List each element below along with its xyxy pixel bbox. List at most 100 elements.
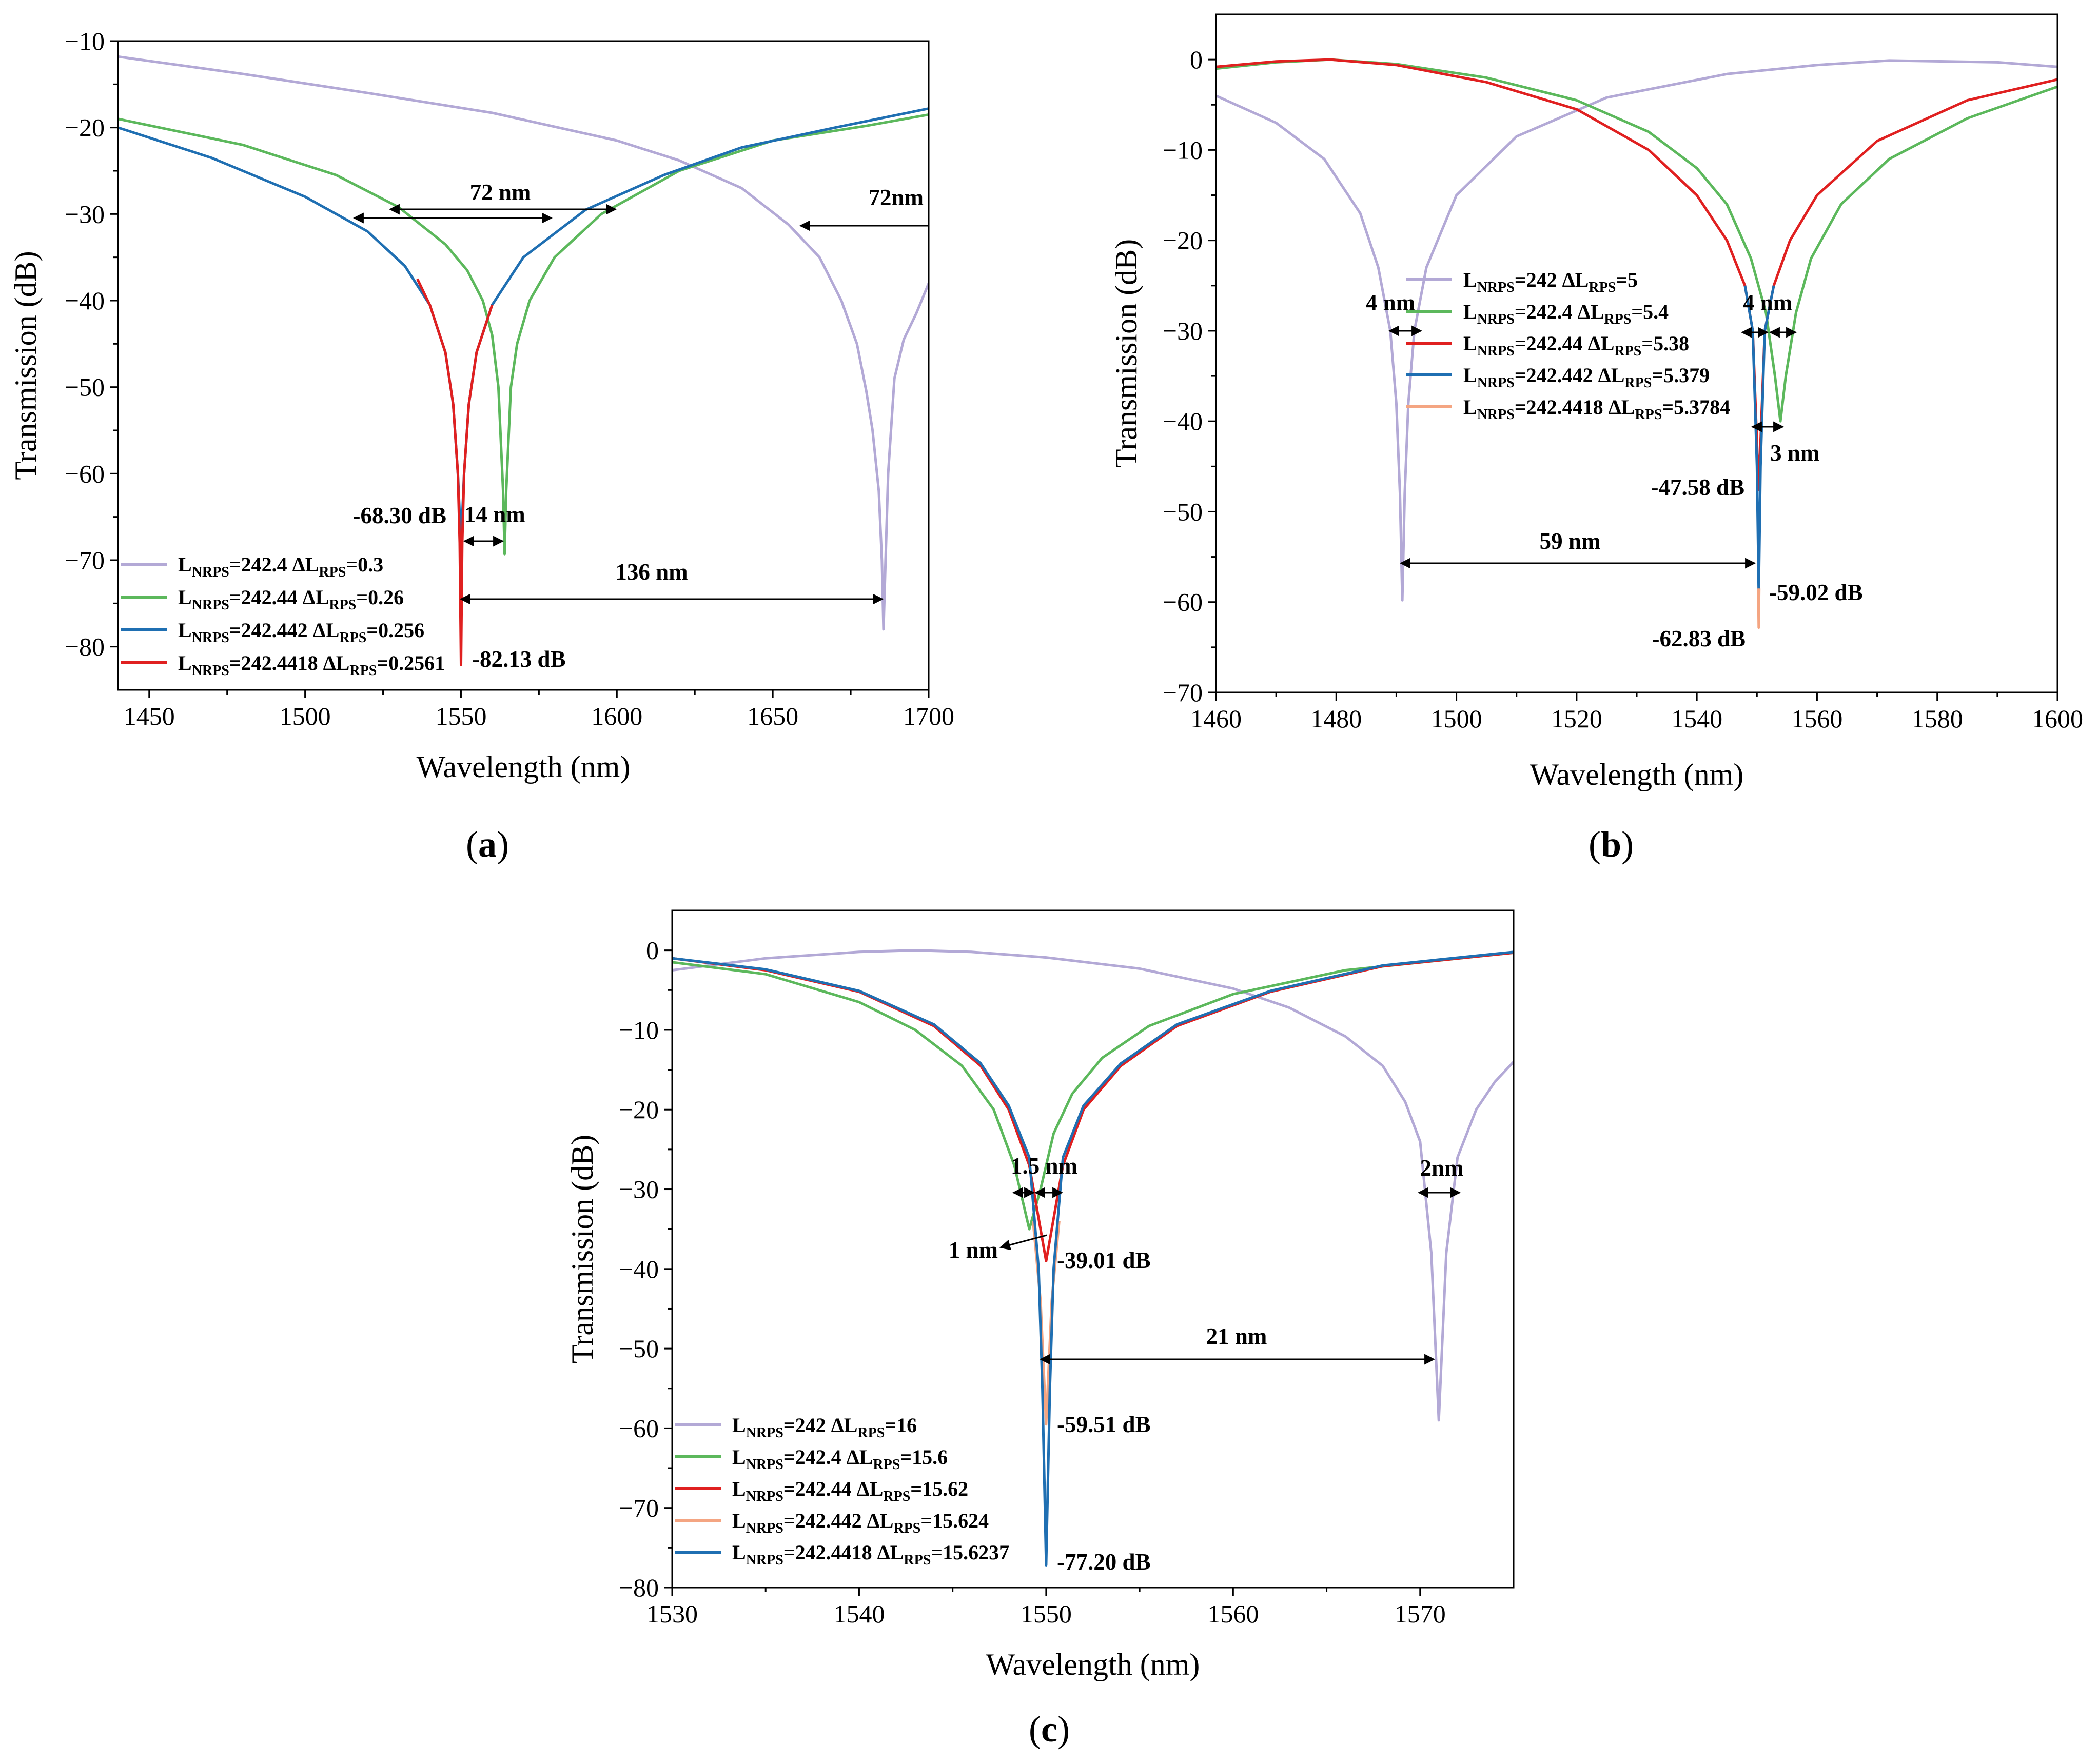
legend-entry: LNRPS=242 ΔLRPS=16 (732, 1414, 917, 1441)
legend-entry: LNRPS=242.4 ΔLRPS=5.4 (1463, 300, 1669, 327)
legend-entry: LNRPS=242.442 ΔLRPS=15.624 (732, 1509, 989, 1536)
plot-frame (117, 40, 930, 691)
x-tick-label: 1500 (280, 702, 331, 730)
annotation-label: -77.20 dB (1057, 1549, 1151, 1575)
x-tick-label: 1530 (646, 1599, 698, 1628)
y-tick-label: −40 (1163, 407, 1203, 435)
annotation-label: 1.5 nm (1011, 1153, 1077, 1179)
y-tick-label: −70 (65, 546, 105, 574)
y-tick-label: −60 (1163, 588, 1203, 617)
panel-label: (b) (1589, 824, 1634, 865)
y-axis-label: Transmission (dB) (1109, 239, 1143, 468)
x-axis-label: Wavelength (nm) (417, 750, 631, 784)
x-tick-label: 1600 (591, 702, 642, 730)
y-tick-label: −80 (619, 1573, 659, 1602)
legend-entry: LNRPS=242.44 ΔLRPS=5.38 (1463, 332, 1689, 359)
y-tick-label: −40 (619, 1255, 659, 1283)
y-tick-label: −80 (65, 632, 105, 661)
legend-entry: LNRPS=242.4418 ΔLRPS=0.2561 (178, 651, 445, 679)
chart-panel-c: 1530 1540 1550 1560 1570 0 −10 −20 −30 −40 −50 −60 −… (565, 909, 1515, 1750)
y-tick-label: −60 (65, 459, 105, 488)
annotation-label: -68.30 dB (352, 503, 446, 528)
x-axis-label: Wavelength (nm) (1530, 758, 1744, 791)
annotation-label: -47.58 dB (1651, 474, 1744, 500)
plot-area (1216, 58, 2057, 629)
y-tick-label: −30 (1163, 316, 1203, 345)
x-tick-label: 1560 (1207, 1599, 1259, 1628)
series-line-5 (1757, 588, 1761, 629)
y-tick-label: −70 (619, 1494, 659, 1522)
y-tick-label: −50 (619, 1334, 659, 1363)
annotation-label: -59.51 dB (1057, 1412, 1151, 1437)
y-axis-label: Transmission (dB) (9, 251, 43, 480)
annotation-label: 2nm (1420, 1155, 1463, 1181)
chart-panel-a: 1450 1500 1550 1600 1650 1700 −10 −20 −30 −40 −50 −… (9, 27, 954, 865)
annotation-label: -59.02 dB (1769, 580, 1863, 605)
annotation-label: 4 nm (1743, 290, 1792, 315)
x-tick-label: 1460 (1190, 704, 1242, 733)
annotation-arrow (999, 1234, 1047, 1251)
y-axis-label: Transmission (dB) (565, 1135, 599, 1363)
annotation-label: -82.13 dB (472, 646, 566, 672)
x-tick-label: 1480 (1310, 704, 1362, 733)
legend: LNRPS=242.4 ΔLRPS=0.3 LNRPS=242.44 ΔLRPS=… (121, 553, 445, 679)
legend-entry: LNRPS=242.4418 ΔLRPS=15.6237 (732, 1541, 1009, 1568)
annotation-label: 72 nm (470, 180, 531, 205)
x-tick-label: 1570 (1395, 1599, 1446, 1628)
y-tick-label: −30 (65, 200, 105, 228)
series-line-5 (672, 950, 1514, 1567)
series-line-1 (1216, 59, 2057, 602)
y-tick-label: −10 (65, 27, 105, 55)
x-tick-label: 1540 (1671, 704, 1722, 733)
annotation-label: 136 nm (615, 559, 688, 585)
legend-entry: LNRPS=242.44 ΔLRPS=15.62 (732, 1477, 968, 1504)
plot-area (672, 949, 1514, 1567)
legend: LNRPS=242 ΔLRPS=5 LNRPS=242.4 ΔLRPS=5.4 LN… (1406, 268, 1730, 423)
legend: LNRPS=242 ΔLRPS=16 LNRPS=242.4 ΔLRPS=15.6… (675, 1414, 1009, 1568)
plot-frame (671, 909, 1515, 1589)
y-tick-label: −50 (65, 373, 105, 402)
x-tick-label: 1560 (1791, 704, 1842, 733)
y-tick-label: 0 (646, 936, 659, 965)
annotation-label: -62.83 dB (1652, 626, 1746, 651)
annotation-label: 72nm (868, 185, 924, 210)
legend-entry: LNRPS=242.44 ΔLRPS=0.26 (178, 586, 404, 613)
annotation-label: 4 nm (1366, 290, 1415, 315)
y-tick-label: −60 (619, 1414, 659, 1442)
series-line-1 (118, 55, 929, 631)
series-line-1 (672, 949, 1514, 1422)
legend-entry: LNRPS=242.4 ΔLRPS=0.3 (178, 553, 383, 580)
y-tick-label: −50 (1163, 497, 1203, 526)
x-tick-label: 1500 (1431, 704, 1482, 733)
y-tick-label: −20 (619, 1095, 659, 1124)
y-tick-label: 0 (1190, 45, 1203, 74)
annotation-label: 21 nm (1206, 1323, 1267, 1349)
y-tick-label: −30 (619, 1175, 659, 1204)
x-tick-label: 1700 (903, 702, 954, 730)
panel-label: (a) (466, 824, 509, 865)
chart-panel-b: 1460 1480 1500 1520 1540 1560 1580 1600 0 −10 −20 −… (1109, 13, 2083, 865)
legend-entry: LNRPS=242.4418 ΔLRPS=5.3784 (1463, 395, 1730, 423)
y-tick-label: −40 (65, 286, 105, 315)
annotation-label: 1 nm (949, 1237, 998, 1263)
x-tick-label: 1550 (435, 702, 486, 730)
x-tick-label: 1650 (747, 702, 798, 730)
y-tick-label: −70 (1163, 678, 1203, 707)
y-tick-label: −20 (65, 113, 105, 142)
y-tick-label: −20 (1163, 226, 1203, 255)
x-axis-label: Wavelength (nm) (986, 1648, 1200, 1681)
annotation-label: 14 nm (464, 502, 525, 527)
annotation-label: 3 nm (1770, 440, 1819, 466)
annotation-label: 59 nm (1540, 528, 1601, 554)
legend-entry: LNRPS=242.4 ΔLRPS=15.6 (732, 1445, 948, 1473)
y-tick-label: −10 (1163, 135, 1203, 164)
y-tick-label: −10 (619, 1016, 659, 1044)
series-line-2 (1216, 58, 2057, 423)
legend-entry: LNRPS=242.442 ΔLRPS=5.379 (1463, 364, 1710, 391)
x-tick-label: 1540 (833, 1599, 885, 1628)
x-tick-label: 1450 (124, 702, 175, 730)
x-tick-label: 1600 (2032, 704, 2083, 733)
panel-label: (c) (1029, 1709, 1070, 1750)
